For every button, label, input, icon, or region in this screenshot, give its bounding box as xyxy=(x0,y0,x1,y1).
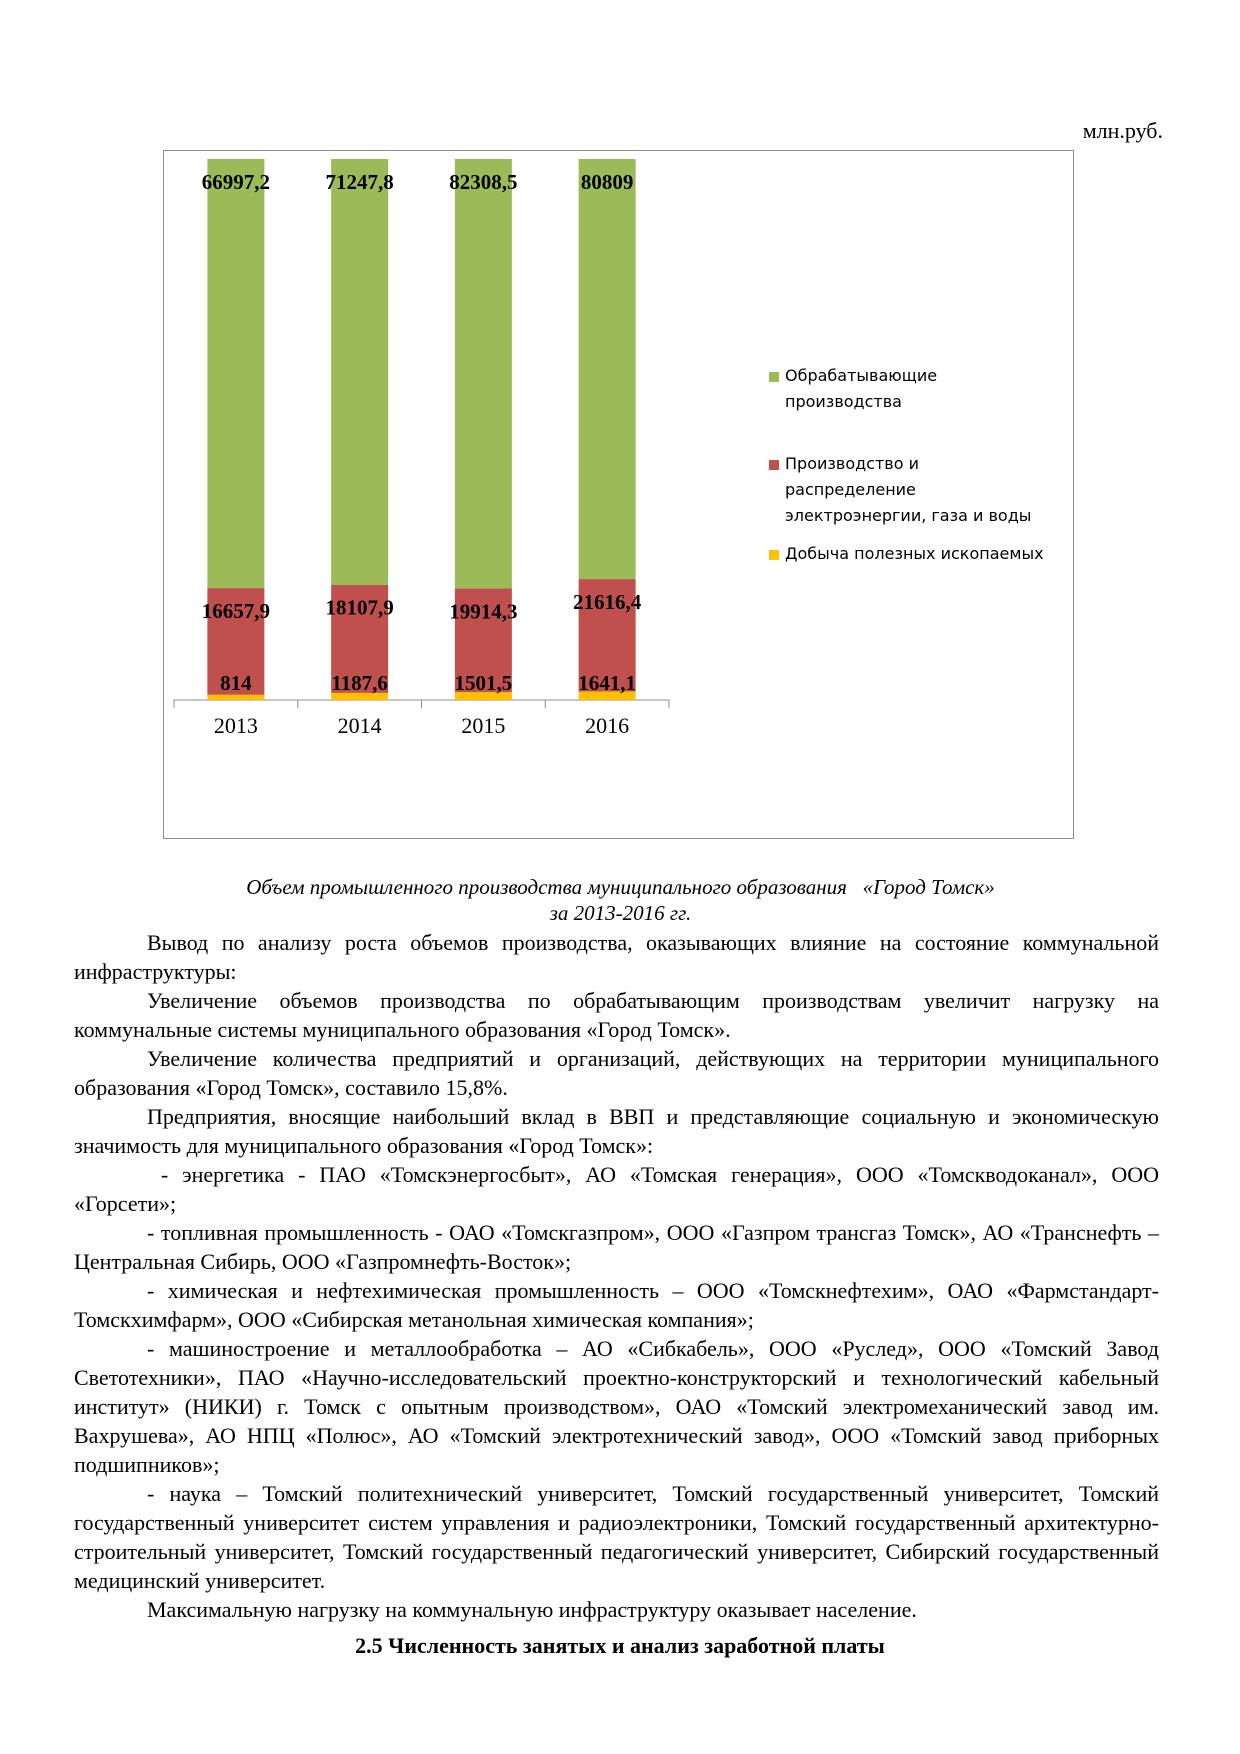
x-tick-label: 2016 xyxy=(585,713,629,738)
data-label-energy: 18107,9 xyxy=(326,596,394,620)
legend-label: производства xyxy=(785,392,902,411)
data-label-mining: 814 xyxy=(220,671,252,695)
bar-segment-2014-0 xyxy=(331,692,389,700)
bar-segment-2015-2 xyxy=(454,159,512,589)
data-label-mining: 1641,1 xyxy=(578,671,636,695)
bar-segment-2013-1 xyxy=(207,588,265,695)
legend-label: Производство и xyxy=(785,454,919,473)
bar-segment-2016-2 xyxy=(578,159,636,580)
paragraph: Предприятия, вносящие наибольший вклад в… xyxy=(74,1104,1159,1158)
paragraph: Максимальную нагрузку на коммунальную ин… xyxy=(147,1597,917,1622)
paragraph: - наука – Томский политехнический универ… xyxy=(74,1481,1159,1593)
legend-item-energy: Производство и распределение электроэнер… xyxy=(769,451,1069,529)
legend-swatch-green xyxy=(769,372,779,382)
data-label-manufacturing: 80809 xyxy=(581,170,634,194)
paragraph: - энергетика - ПАО «Томскэнергосбыт», АО… xyxy=(74,1162,1165,1216)
bar-segment-2016-0 xyxy=(578,691,636,700)
stacked-bar-chart: 2013 814 16657,9 66997,2 2014 1187,6 18107,9 71… xyxy=(173,159,670,738)
bar-segment-2013-2 xyxy=(207,159,265,589)
paragraph: Вывод по анализу роста объемов производс… xyxy=(74,930,1159,984)
data-label-manufacturing: 82308,5 xyxy=(449,170,517,194)
data-label-manufacturing: 66997,2 xyxy=(202,170,270,194)
x-tick-label: 2013 xyxy=(214,713,258,738)
data-label-manufacturing: 71247,8 xyxy=(326,170,394,194)
x-tick-label: 2014 xyxy=(338,713,382,738)
data-label-mining: 1187,6 xyxy=(331,671,388,695)
paragraph: - машиностроение и металлообработка – АО… xyxy=(74,1336,1159,1477)
units-label: млн.руб. xyxy=(1082,118,1163,143)
chart-caption: Объем промышленного производства муницип… xyxy=(78,874,1163,926)
data-label-energy: 19914,3 xyxy=(449,599,517,623)
legend-label: электроэнергии, газа и воды xyxy=(785,506,1032,525)
chart-area: 2013 814 16657,9 66997,2 2014 1187,6 18107,9 71… xyxy=(163,150,1074,839)
legend-label: Добыча полезных ископаемых xyxy=(785,544,1044,563)
paragraph: Увеличение количества предприятий и орга… xyxy=(74,1046,1159,1100)
bar-segment-2015-0 xyxy=(454,692,512,700)
legend-label: Обрабатывающие xyxy=(785,366,938,385)
legend-swatch-red xyxy=(769,460,779,470)
bar-segment-2013-0 xyxy=(207,694,265,700)
bar-segment-2016-1 xyxy=(578,579,636,692)
x-tick-label: 2015 xyxy=(461,713,505,738)
data-label-mining: 1501,5 xyxy=(455,671,513,695)
legend-swatch-yellow xyxy=(769,550,779,560)
legend-label: распределение xyxy=(785,480,916,499)
data-label-energy: 21616,4 xyxy=(573,590,642,614)
legend-item-mining: Добыча полезных ископаемых xyxy=(769,541,1069,567)
section-heading: 2.5 Численность занятых и анализ заработ… xyxy=(355,1633,885,1658)
bar-segment-2014-1 xyxy=(331,584,389,693)
legend-item-manufacturing: Обрабатывающие производства xyxy=(769,363,1069,415)
caption-line: Объем промышленного производства муницип… xyxy=(246,875,995,899)
data-label-energy: 16657,9 xyxy=(202,599,270,623)
paragraph: Увеличение объемов производства по обраб… xyxy=(74,988,1159,1042)
bar-segment-2015-1 xyxy=(454,588,512,693)
body-text: Вывод по анализу роста объемов производс… xyxy=(74,928,1159,1624)
paragraph: - топливная промышленность - ОАО «Томскг… xyxy=(74,1220,1159,1274)
bar-segment-2014-2 xyxy=(331,159,389,585)
paragraph: - химическая и нефтехимическая промышлен… xyxy=(74,1278,1159,1332)
chart-legend: Обрабатывающие производства Производство… xyxy=(769,363,1069,567)
caption-line: за 2013-2016 гг. xyxy=(549,901,692,925)
